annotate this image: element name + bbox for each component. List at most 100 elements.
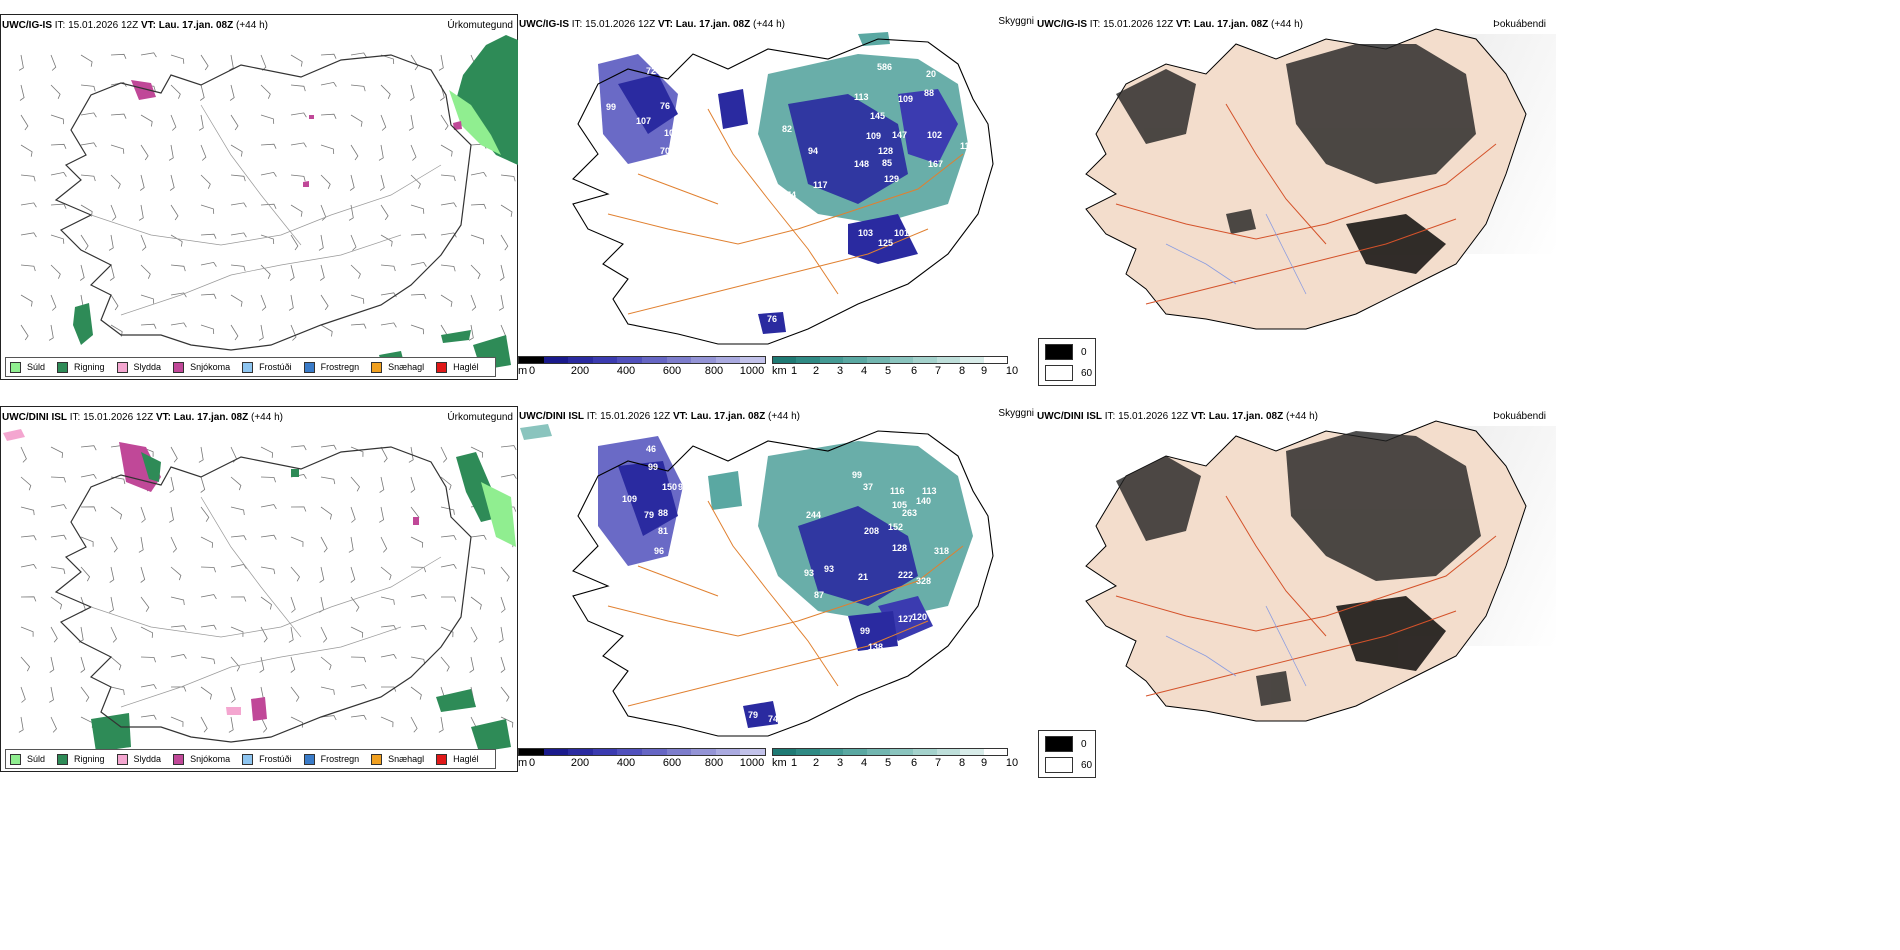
wind-barb <box>500 686 510 702</box>
colorbar-tick: 1000 <box>739 365 765 377</box>
wind-barb <box>230 596 247 602</box>
roads <box>1115 495 1497 697</box>
wind-barb <box>230 294 243 307</box>
colorbar-tick: 5 <box>884 757 892 769</box>
visibility-labels: 72 99 76 107 103 70 131 586 20 88 113 109 145 109 102 1… <box>606 62 975 324</box>
legend-swatch <box>303 753 315 765</box>
wind-barb <box>380 446 388 463</box>
wind-barb <box>260 566 276 575</box>
panel-title: Þokuábendi <box>1493 19 1546 30</box>
wind-barb <box>440 232 457 238</box>
legend-item: Frostúði <box>242 361 292 373</box>
wind-barb <box>350 626 364 638</box>
wind-barb <box>19 84 25 101</box>
wind-barb <box>380 204 389 221</box>
colorbar-tick: 1000 <box>739 757 765 769</box>
wind-barb <box>290 686 300 702</box>
wind-barb <box>410 324 424 335</box>
visibility-value-label: 107 <box>636 116 651 126</box>
wind-barb <box>80 716 94 728</box>
precip-legend: Súld Rigning Slydda Snjókoma Frostúði Fr… <box>5 749 496 769</box>
visibility-value-label: 79 <box>644 510 654 520</box>
colorbar-tick: 8 <box>958 757 966 769</box>
colorbar-tick: 7 <box>934 757 942 769</box>
wind-barb <box>440 535 457 541</box>
visibility-value-label: 82 <box>782 124 792 134</box>
visibility-areas <box>598 32 968 334</box>
wind-barb <box>140 294 155 304</box>
wind-barb <box>80 506 97 512</box>
wind-barb <box>20 174 36 182</box>
wind-barb <box>320 294 329 311</box>
wind-barb <box>410 54 419 71</box>
wind-barb <box>500 656 506 673</box>
visibility-value-label: 117 <box>813 180 828 190</box>
wind-barb <box>320 444 337 450</box>
wind-barb <box>470 171 487 177</box>
legend-swatch <box>116 753 128 765</box>
wind-barb <box>500 596 506 613</box>
wind-barb <box>140 656 156 663</box>
visibility-value-label: 150 <box>662 482 677 492</box>
wind-barb <box>110 81 127 87</box>
wind-barb <box>20 294 33 307</box>
legend-item: Rigning <box>57 753 105 765</box>
visibility-m-colorbar-2: m 0 200 400 600 800 1000 <box>518 748 766 770</box>
wind-barb <box>350 84 366 92</box>
colorbar-tick: 600 <box>662 757 682 769</box>
fog-map-2 <box>1085 420 1556 722</box>
wind-barb <box>469 656 475 673</box>
legend-swatch <box>303 361 315 373</box>
legend-swatch <box>57 361 69 373</box>
wind-barb <box>230 202 247 208</box>
wind-barb <box>110 113 127 119</box>
wind-barb <box>440 264 456 272</box>
visibility-value-label: 109 <box>622 494 637 504</box>
wind-barb <box>381 686 397 692</box>
wind-barb <box>170 204 179 221</box>
wind-barb <box>20 232 37 238</box>
wind-barb <box>80 656 86 673</box>
wind-barb <box>380 114 387 131</box>
wind-barb <box>290 506 307 512</box>
visibility-value-label: 138 <box>868 642 883 652</box>
wind-barb <box>290 536 304 547</box>
wind-barb <box>200 174 211 189</box>
wind-barb <box>230 656 240 672</box>
wind-barb <box>498 626 504 643</box>
fog-areas <box>1116 44 1476 274</box>
colorbar-tick: 3 <box>836 365 844 377</box>
colorbar-tick: 3 <box>836 757 844 769</box>
wind-barb <box>410 204 425 214</box>
visibility-value-label: 147 <box>892 130 907 140</box>
visibility-value-label: 140 <box>916 496 931 506</box>
wind-barb <box>440 506 455 515</box>
wind-barb <box>260 626 268 643</box>
visibility-value-label: 109 <box>866 131 881 141</box>
wind-barb <box>260 294 267 311</box>
wind-barb <box>379 476 385 493</box>
wind-barb <box>260 716 268 733</box>
wind-barb <box>138 536 144 553</box>
wind-barb <box>200 144 207 161</box>
visibility-value-label: 116 <box>890 486 905 496</box>
wind-barb <box>200 233 217 239</box>
wind-barb <box>348 536 354 553</box>
legend-item: Haglél <box>436 361 479 373</box>
panel-header: UWC/DINI ISL IT: 15.01.2026 12Z VT: Lau.… <box>2 412 283 423</box>
visibility-value-label: 76 <box>660 101 670 111</box>
wind-barb <box>409 84 415 101</box>
wind-barb <box>290 596 296 613</box>
panel-header: UWC/DINI ISL IT: 15.01.2026 12Z VT: Lau.… <box>519 411 800 422</box>
wind-barb <box>200 656 216 665</box>
visibility-value-label: 118 <box>960 141 975 151</box>
wind-barb <box>230 626 244 637</box>
visibility-map-1: 72 99 76 107 103 70 131 586 20 88 113 109 145 109 102 1… <box>572 32 994 345</box>
wind-barb <box>140 114 153 127</box>
colorbar-unit: m <box>518 757 528 769</box>
wind-barb <box>230 506 245 516</box>
visibility-value-label: 113 <box>854 92 869 102</box>
wind-barb <box>350 476 360 492</box>
wind-barb <box>290 566 300 582</box>
wind-barb <box>50 566 66 575</box>
